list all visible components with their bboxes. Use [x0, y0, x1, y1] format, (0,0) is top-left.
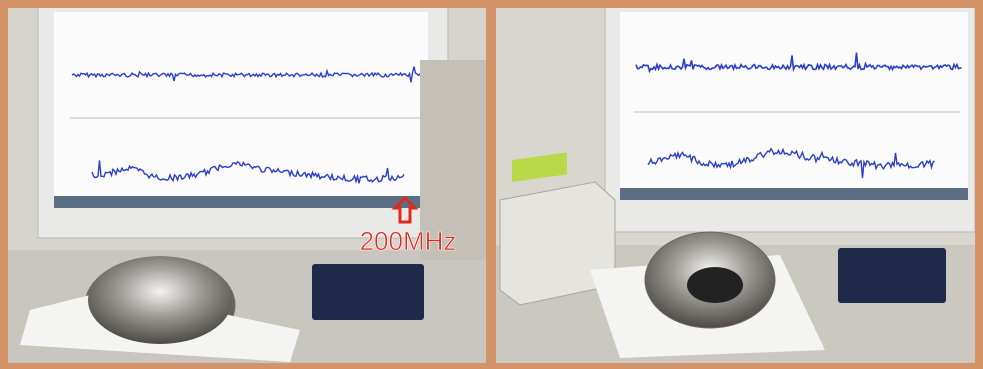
screen	[54, 12, 428, 208]
taskbar	[620, 188, 968, 200]
oscilloscope-box	[312, 264, 424, 320]
bowl-inner	[88, 256, 232, 344]
sample	[687, 267, 743, 303]
taskbar	[54, 196, 428, 208]
screen	[620, 12, 968, 200]
oscilloscope-box	[838, 248, 946, 303]
annotation: 200MHz	[360, 226, 457, 256]
left-photo: 200MHz	[8, 6, 486, 363]
separator	[486, 8, 496, 363]
right-photo	[496, 4, 975, 363]
screenshot: 200MHz	[0, 0, 983, 369]
